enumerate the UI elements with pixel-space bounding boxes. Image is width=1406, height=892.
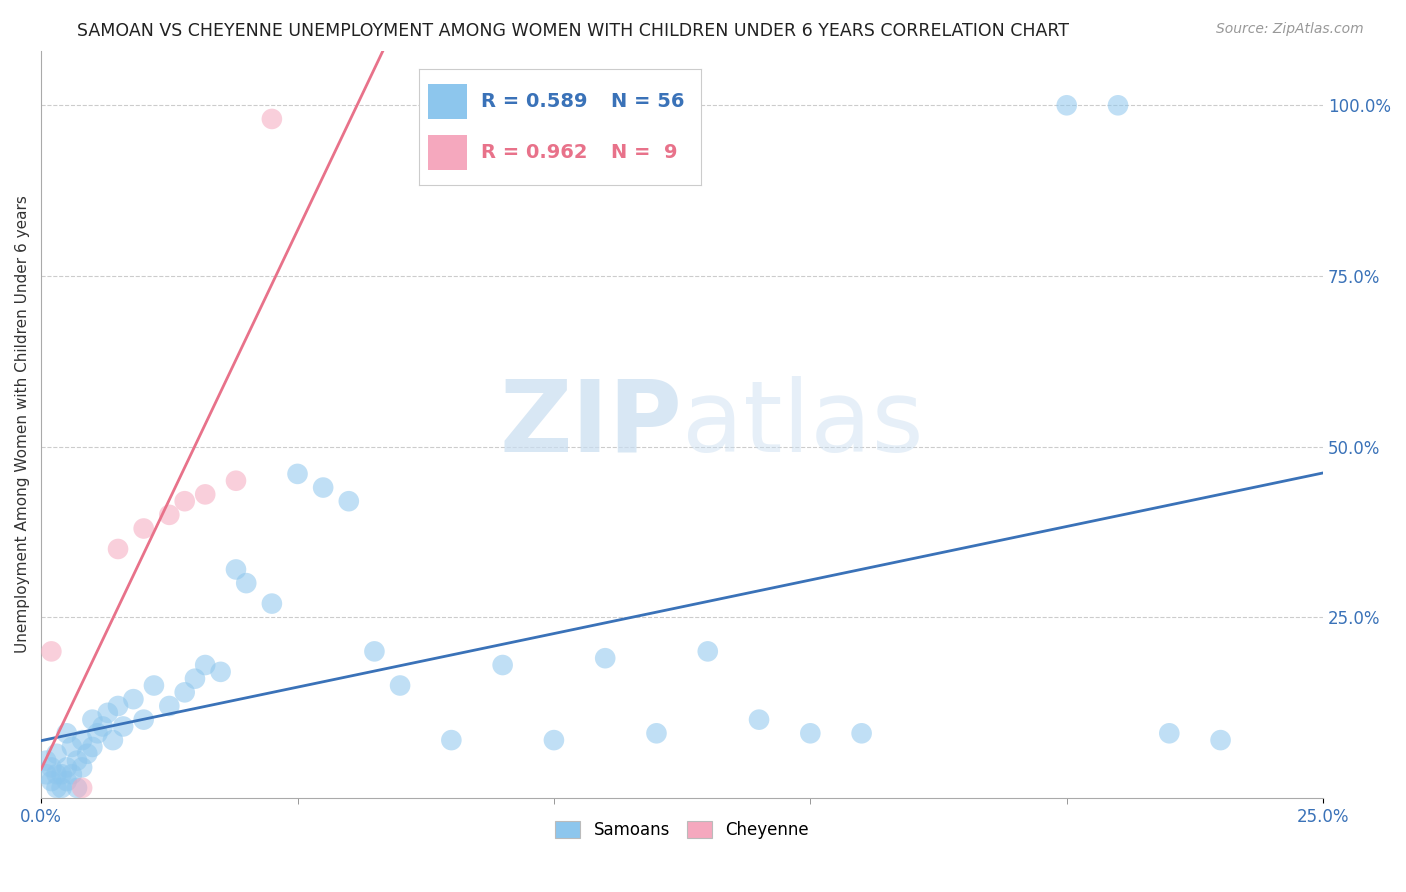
- Point: [287, 467, 309, 481]
- Point: [70, 760, 93, 774]
- Point: [101, 733, 124, 747]
- Point: [799, 726, 821, 740]
- Point: [132, 521, 155, 535]
- Point: [1107, 98, 1129, 112]
- Point: [70, 733, 93, 747]
- Point: [491, 658, 513, 673]
- Point: [209, 665, 232, 679]
- Y-axis label: Unemployment Among Women with Children Under 6 years: Unemployment Among Women with Children U…: [15, 195, 30, 653]
- Point: [60, 767, 83, 781]
- Point: [157, 508, 180, 522]
- Point: [60, 739, 83, 754]
- Point: [260, 112, 283, 126]
- Point: [76, 747, 98, 761]
- Point: [142, 679, 165, 693]
- Point: [86, 726, 108, 740]
- Point: [45, 780, 67, 795]
- Point: [748, 713, 770, 727]
- Point: [45, 767, 67, 781]
- Text: Source: ZipAtlas.com: Source: ZipAtlas.com: [1216, 22, 1364, 37]
- Point: [173, 685, 195, 699]
- Text: ZIP: ZIP: [499, 376, 682, 473]
- Point: [851, 726, 873, 740]
- Point: [440, 733, 463, 747]
- Point: [35, 767, 58, 781]
- Point: [225, 562, 247, 576]
- Point: [51, 767, 73, 781]
- Point: [41, 644, 63, 658]
- Legend: Samoans, Cheyenne: Samoans, Cheyenne: [548, 814, 815, 846]
- Point: [1056, 98, 1078, 112]
- Point: [122, 692, 145, 706]
- Point: [173, 494, 195, 508]
- Point: [645, 726, 668, 740]
- Point: [107, 698, 129, 713]
- Point: [55, 760, 77, 774]
- Point: [91, 719, 114, 733]
- Text: atlas: atlas: [682, 376, 924, 473]
- Point: [543, 733, 565, 747]
- Point: [696, 644, 718, 658]
- Point: [45, 747, 67, 761]
- Point: [235, 576, 257, 591]
- Point: [194, 658, 217, 673]
- Point: [51, 780, 73, 795]
- Point: [112, 719, 135, 733]
- Point: [194, 487, 217, 501]
- Point: [157, 698, 180, 713]
- Point: [55, 726, 77, 740]
- Point: [1209, 733, 1232, 747]
- Point: [82, 739, 104, 754]
- Point: [66, 780, 89, 795]
- Point: [337, 494, 360, 508]
- Point: [55, 774, 77, 789]
- Point: [107, 541, 129, 556]
- Point: [41, 760, 63, 774]
- Point: [312, 481, 335, 495]
- Point: [225, 474, 247, 488]
- Point: [97, 706, 120, 720]
- Point: [1159, 726, 1181, 740]
- Point: [41, 774, 63, 789]
- Point: [66, 754, 89, 768]
- Point: [363, 644, 385, 658]
- Point: [593, 651, 616, 665]
- Point: [70, 780, 93, 795]
- Point: [82, 713, 104, 727]
- Point: [132, 713, 155, 727]
- Point: [35, 754, 58, 768]
- Text: SAMOAN VS CHEYENNE UNEMPLOYMENT AMONG WOMEN WITH CHILDREN UNDER 6 YEARS CORRELAT: SAMOAN VS CHEYENNE UNEMPLOYMENT AMONG WO…: [77, 22, 1070, 40]
- Point: [389, 679, 412, 693]
- Point: [260, 597, 283, 611]
- Point: [184, 672, 207, 686]
